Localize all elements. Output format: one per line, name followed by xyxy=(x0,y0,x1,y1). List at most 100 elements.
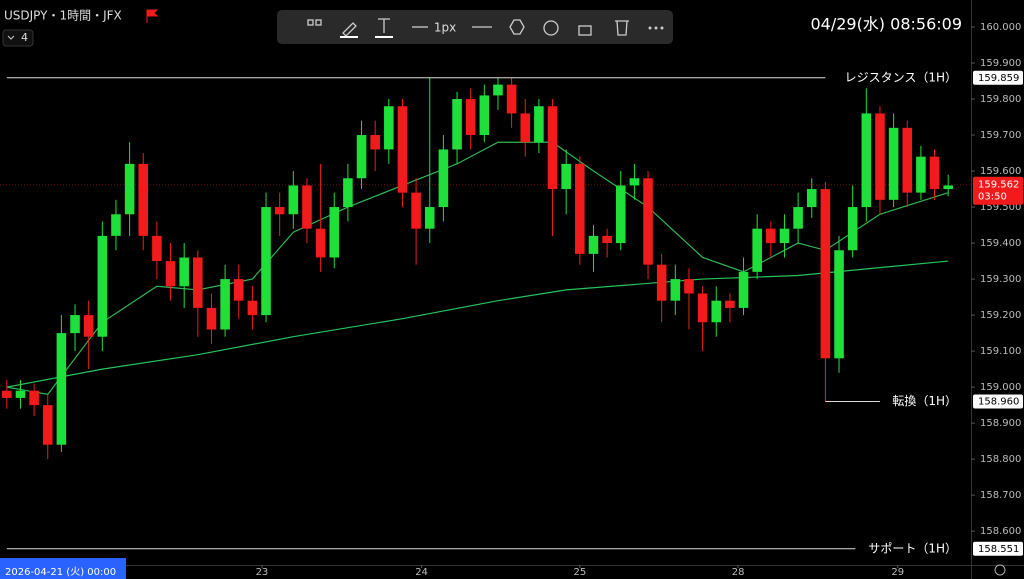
candle-body xyxy=(370,135,380,150)
chevron xyxy=(7,35,15,40)
candle-body xyxy=(465,99,476,136)
moving-average xyxy=(6,141,949,395)
candle-body xyxy=(138,163,149,236)
candle-body xyxy=(902,127,913,193)
candle-body xyxy=(561,163,571,190)
settings-icon[interactable] xyxy=(509,19,525,35)
candle-body xyxy=(384,106,394,150)
candle-body xyxy=(520,113,531,143)
candle-body xyxy=(220,279,230,330)
candle-body xyxy=(424,207,435,229)
candle-body xyxy=(793,207,803,229)
lock-icon[interactable] xyxy=(578,25,592,36)
candle-body xyxy=(261,207,271,316)
text-icon[interactable] xyxy=(378,18,390,33)
candle-body xyxy=(288,185,299,215)
level-name: サポート（1H） xyxy=(868,541,957,555)
candle-body xyxy=(534,106,544,143)
settings-gear[interactable] xyxy=(994,564,1006,576)
indicator-count: 4 xyxy=(21,31,28,44)
symbol: USDJPY・1時間・JFX xyxy=(4,9,122,23)
plot-area xyxy=(0,77,971,550)
candle-body xyxy=(179,257,189,287)
y-tick-label: 159.800 xyxy=(980,94,1021,105)
level-tag xyxy=(973,70,1023,85)
y-tick-label: 159.200 xyxy=(980,310,1021,321)
candle-body xyxy=(602,235,612,244)
candle-body xyxy=(929,156,940,190)
candle-body xyxy=(438,149,449,208)
more-dot xyxy=(654,26,658,30)
y-tick-label: 160.000 xyxy=(980,22,1021,33)
candle-body xyxy=(356,135,367,179)
candle-body xyxy=(193,257,203,308)
level-tag xyxy=(973,541,1023,556)
candle-body xyxy=(329,207,340,258)
level-name: レジスタンス（1H） xyxy=(845,70,957,84)
indicator-toggle[interactable] xyxy=(2,29,34,47)
candle-body xyxy=(152,235,162,262)
trash-icon[interactable] xyxy=(615,20,629,36)
datetime: 04/29(水) 08:56:09 xyxy=(810,15,962,34)
y-tick-label: 158.800 xyxy=(980,454,1021,465)
y-tick-label: 159.500 xyxy=(980,202,1021,213)
candle-body xyxy=(806,189,817,208)
candle-body xyxy=(83,315,94,337)
y-tick-label: 159.400 xyxy=(980,238,1021,249)
candle-body xyxy=(343,178,353,208)
candle-body xyxy=(42,405,53,445)
candle-body xyxy=(615,185,626,244)
level-tag xyxy=(973,394,1023,409)
candle-body xyxy=(943,185,953,190)
candle-body xyxy=(738,271,749,308)
x-tick-label: 23 xyxy=(256,567,269,578)
candle-body xyxy=(302,185,312,229)
candle-body xyxy=(397,106,408,193)
candle-body xyxy=(697,293,708,323)
last-price: 159.562 xyxy=(978,180,1019,191)
candle-body xyxy=(847,207,858,251)
candle-body xyxy=(206,307,217,330)
candle-body xyxy=(111,214,121,236)
x-tick-label: 29 xyxy=(891,567,904,578)
candle-body xyxy=(670,279,681,301)
candle-body xyxy=(411,192,421,229)
pencil-icon[interactable] xyxy=(342,22,357,37)
candle-body xyxy=(766,228,776,244)
candle-body xyxy=(165,261,176,287)
candle-body xyxy=(247,300,258,316)
y-tick-label: 159.300 xyxy=(980,274,1021,285)
tool-icon[interactable] xyxy=(307,19,314,26)
candle-body xyxy=(888,127,899,200)
last-price-tag xyxy=(973,176,1023,205)
alarm-icon[interactable] xyxy=(543,20,559,36)
candle-body xyxy=(684,279,694,294)
candle-body xyxy=(779,228,790,244)
candle-body xyxy=(629,178,640,186)
candle-body xyxy=(916,156,926,193)
y-tick-label: 159.000 xyxy=(980,382,1021,393)
y-tick-label: 158.600 xyxy=(980,526,1021,537)
candle-body xyxy=(506,84,517,114)
y-tick-label: 158.700 xyxy=(980,490,1021,501)
candle-body xyxy=(15,390,26,398)
y-tick-label: 158.900 xyxy=(980,418,1021,429)
x-tick-label: 28 xyxy=(732,567,745,578)
candle-body xyxy=(493,84,503,96)
candle-body xyxy=(97,235,108,337)
candle-body xyxy=(274,207,285,215)
level-value: 159.859 xyxy=(978,73,1019,84)
candle-body xyxy=(643,178,653,265)
candle-body xyxy=(2,390,12,398)
line-width[interactable]: 1px xyxy=(434,21,456,35)
tool-icon[interactable] xyxy=(315,19,322,26)
more-dot xyxy=(660,26,664,30)
cursor-date-box xyxy=(0,558,126,579)
more-dot[interactable] xyxy=(648,26,652,30)
candle-body xyxy=(233,279,244,301)
candle-body xyxy=(547,106,558,190)
candle-body xyxy=(752,228,762,272)
candle-body xyxy=(656,264,667,301)
level-value: 158.960 xyxy=(978,397,1019,408)
